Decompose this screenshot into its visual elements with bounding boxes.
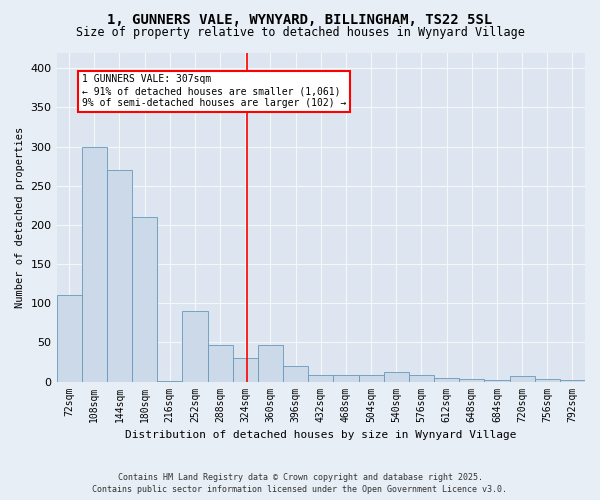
Bar (509, 376, 535, 382)
Bar (308, 376, 334, 382)
Bar (182, 311, 208, 382)
Bar (258, 344, 283, 382)
Bar (334, 376, 359, 382)
Bar (409, 376, 434, 382)
Y-axis label: Number of detached properties: Number of detached properties (15, 126, 25, 308)
Bar (283, 366, 308, 382)
Bar (233, 358, 258, 382)
Bar (560, 380, 585, 382)
Text: Contains HM Land Registry data © Crown copyright and database right 2025.
Contai: Contains HM Land Registry data © Crown c… (92, 472, 508, 494)
Bar (107, 170, 132, 382)
Bar (484, 380, 509, 382)
X-axis label: Distribution of detached houses by size in Wynyard Village: Distribution of detached houses by size … (125, 430, 517, 440)
Bar (459, 379, 484, 382)
Bar (535, 379, 560, 382)
Text: 1 GUNNERS VALE: 307sqm
← 91% of detached houses are smaller (1,061)
9% of semi-d: 1 GUNNERS VALE: 307sqm ← 91% of detached… (82, 74, 346, 108)
Bar (383, 372, 409, 382)
Text: 1, GUNNERS VALE, WYNYARD, BILLINGHAM, TS22 5SL: 1, GUNNERS VALE, WYNYARD, BILLINGHAM, TS… (107, 12, 493, 26)
Bar (359, 376, 383, 382)
Bar (434, 378, 459, 382)
Bar (132, 217, 157, 382)
Text: Size of property relative to detached houses in Wynyard Village: Size of property relative to detached ho… (76, 26, 524, 39)
Bar (157, 381, 182, 382)
Bar (56, 296, 82, 382)
Bar (208, 344, 233, 382)
Bar (82, 146, 107, 382)
